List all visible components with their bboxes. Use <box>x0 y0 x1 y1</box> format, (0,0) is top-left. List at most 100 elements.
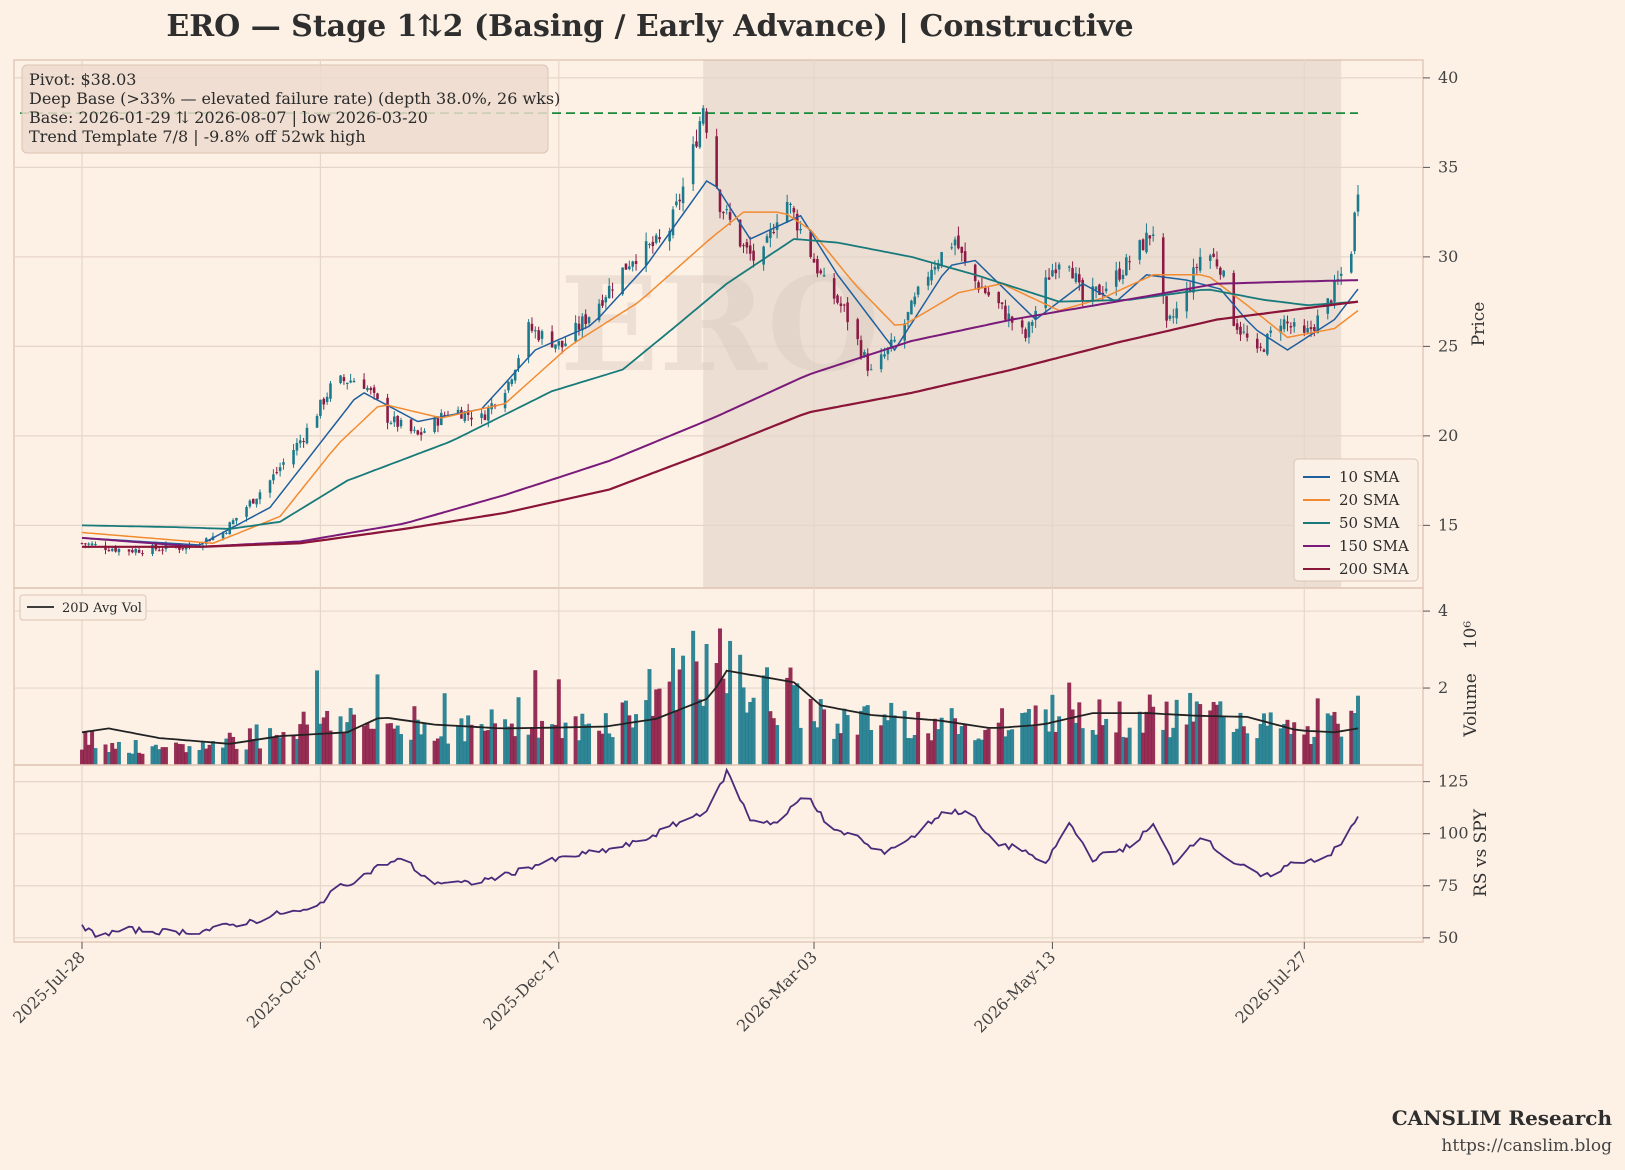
volume-bar <box>963 724 968 765</box>
candle-body <box>1235 323 1239 330</box>
price-tick-label: 35 <box>1438 157 1458 176</box>
volume-bar <box>979 739 984 765</box>
candle-body <box>1262 349 1266 352</box>
volume-bar <box>724 693 729 765</box>
volume-bar <box>1174 699 1179 765</box>
candle-body <box>1027 322 1031 338</box>
candle-body <box>1188 289 1192 291</box>
volume-bar <box>1151 706 1156 765</box>
volume-legend-label: 20D Avg Vol <box>62 601 142 616</box>
volume-bar <box>1261 713 1266 765</box>
moving-averages <box>81 180 1359 548</box>
volume-bar <box>832 738 837 765</box>
volume-bar <box>1010 729 1015 765</box>
volume-bar <box>325 710 330 765</box>
volume-bar <box>140 753 145 765</box>
candle-body <box>1306 328 1309 333</box>
volume-bar <box>1164 701 1169 765</box>
candle-body <box>84 543 87 545</box>
volume-bar <box>1124 737 1129 765</box>
candle-body <box>987 291 990 296</box>
volume-bar <box>791 685 796 765</box>
candle-body <box>268 480 272 493</box>
volume-bar <box>321 717 326 765</box>
volume-bar <box>466 715 471 765</box>
volume-bar <box>775 725 780 765</box>
candle-body <box>671 209 675 236</box>
volume-bar <box>281 732 286 765</box>
volume-bar <box>728 640 733 765</box>
volume-bar <box>576 740 581 765</box>
volume-bar <box>714 663 719 765</box>
candle-body <box>977 282 980 290</box>
candle-body <box>1242 331 1246 333</box>
volume-bar <box>1312 736 1317 765</box>
candle-body <box>1302 325 1306 333</box>
avg-volume-line <box>81 669 1359 745</box>
volume-bar <box>1144 711 1149 765</box>
volume-bar <box>1141 732 1146 765</box>
candle-body <box>456 409 460 415</box>
price-tick-label: 30 <box>1438 247 1458 266</box>
volume-bar <box>1191 721 1196 765</box>
candle-body <box>1104 288 1108 292</box>
volume-bar <box>247 728 252 765</box>
footer-url: https://canslim.blog <box>1441 1136 1612 1156</box>
candle-body <box>1151 234 1155 236</box>
volume-bar <box>556 679 561 765</box>
volume-bar <box>422 723 427 765</box>
candle-body <box>799 228 802 231</box>
candle-body <box>527 322 530 358</box>
volume-bar <box>395 725 400 765</box>
candle-body <box>463 411 467 421</box>
candle-body <box>1020 320 1024 328</box>
volume-bar <box>80 749 84 765</box>
volume-bar <box>1245 733 1250 765</box>
candle-body <box>1121 274 1125 280</box>
volume-bar <box>493 723 498 765</box>
volume-bar <box>855 734 860 765</box>
candle-body <box>1168 315 1172 319</box>
volume-legend-box <box>19 594 147 621</box>
volume-bar <box>419 734 424 765</box>
candle-body <box>812 258 816 263</box>
x-tick-label: 2026-Mar-03 <box>733 947 821 1035</box>
candle-body <box>701 108 705 124</box>
candle-body <box>960 246 964 253</box>
candle-body <box>181 548 185 550</box>
candle-body <box>1353 212 1356 252</box>
candle-body <box>856 319 859 340</box>
candle-body <box>1349 253 1353 273</box>
candle-body <box>272 474 275 481</box>
candle-body <box>1148 235 1152 239</box>
volume-bar <box>1198 704 1203 765</box>
candle-body <box>648 244 651 246</box>
volume-bar <box>560 738 565 765</box>
volume-bar <box>439 736 444 765</box>
volume-bar <box>785 677 790 765</box>
candle-body <box>423 431 426 433</box>
candle-body <box>675 201 678 206</box>
candle-body <box>822 275 826 277</box>
price-panel: ERO 15 20 25 30 35 40 Price Pivot: $38.03 Dee… <box>13 59 1489 589</box>
candle-body <box>1192 267 1195 293</box>
candle-body <box>302 441 305 443</box>
volume-tick-label: 2 <box>1438 678 1448 697</box>
volume-bar <box>1000 708 1005 765</box>
candle-body <box>342 377 346 382</box>
rs-tick-label: 125 <box>1438 772 1469 791</box>
candle-body <box>859 340 863 358</box>
volume-bar <box>1080 728 1085 765</box>
candle-body <box>728 212 732 220</box>
candle-body <box>248 500 252 507</box>
volume-bar <box>1352 712 1357 765</box>
volume-bar <box>926 733 931 765</box>
footer-brand: CANSLIM Research <box>1392 1106 1613 1130</box>
volume-bar <box>808 698 813 765</box>
candle-body <box>628 266 631 270</box>
volume-bar <box>1147 694 1152 765</box>
volume-bar <box>399 734 403 765</box>
volume-bar <box>932 718 937 765</box>
candle-body <box>621 267 624 295</box>
rs-tick-label: 75 <box>1438 876 1458 895</box>
